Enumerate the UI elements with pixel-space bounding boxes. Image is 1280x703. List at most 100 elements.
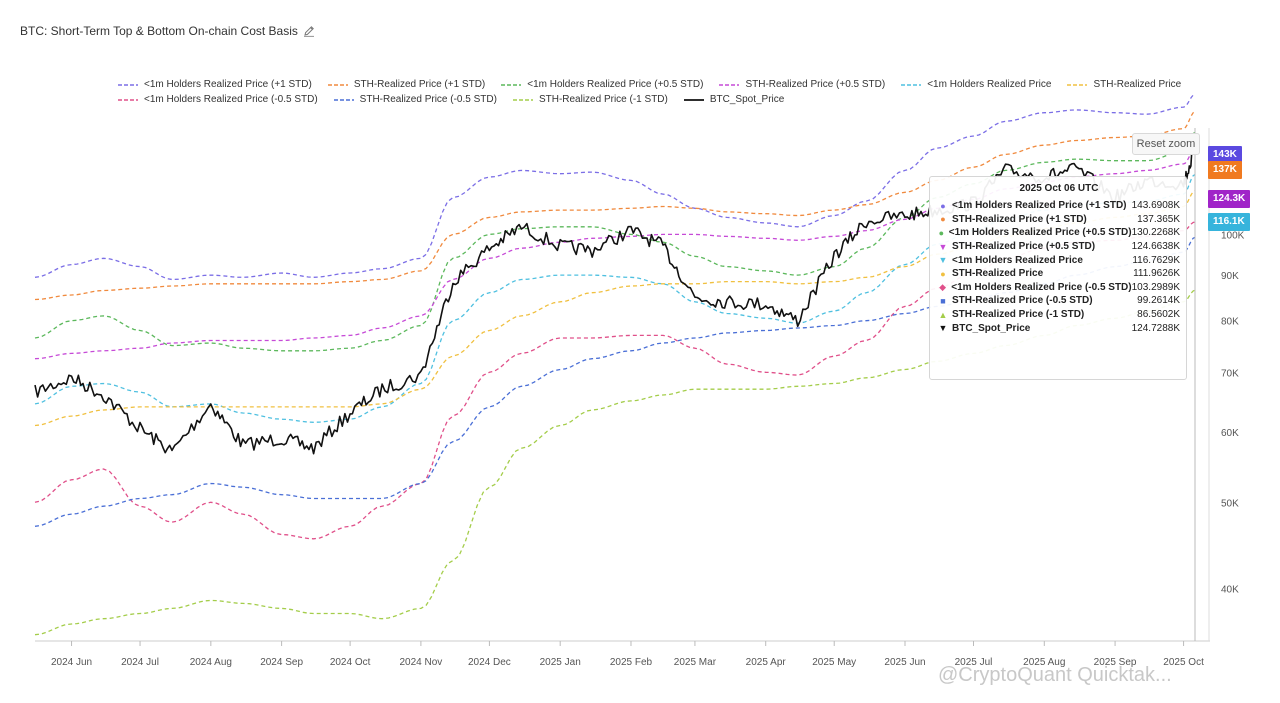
legend-swatch [118, 83, 138, 86]
y-tick-label: 80K [1221, 317, 1239, 328]
legend-swatch [683, 98, 704, 101]
legend-swatch [901, 83, 922, 86]
legend-row-1: <1m Holders Realized Price (+1 STD) STH-R… [118, 77, 1198, 92]
legend-swatch [118, 98, 138, 101]
tooltip-series-name: STH-Realized Price (-0.5 STD) [952, 295, 1093, 307]
x-tick-label: 2025 Jun [884, 657, 925, 668]
x-tick-label: 2024 Nov [399, 657, 442, 668]
y-tick-label: 60K [1221, 428, 1239, 439]
x-tick-label: 2025 Jul [955, 657, 993, 668]
legend-label: <1m Holders Realized Price (-0.5 STD) [144, 94, 318, 105]
tooltip-row: ● STH-Realized Price 111.9626K [938, 267, 1180, 281]
legend-item[interactable]: <1m Holders Realized Price (-0.5 STD) [118, 94, 318, 105]
tooltip-series-name: STH-Realized Price (+0.5 STD) [952, 241, 1096, 253]
series-line-1 [34, 111, 1196, 301]
x-tick-label: 2024 Oct [330, 657, 371, 668]
price-badge: 143K [1208, 146, 1242, 164]
legend-swatch [1067, 83, 1088, 86]
x-tick-label: 2024 Aug [190, 657, 232, 668]
tooltip-marker-icon: ● [938, 227, 945, 238]
watermark-text: @CryptoQuant Quicktak... [938, 664, 1172, 686]
legend-swatch [512, 98, 533, 101]
tooltip-row: ▲ STH-Realized Price (-1 STD) 86.5602K [938, 308, 1180, 322]
tooltip-date: 2025 Oct 06 UTC [1019, 183, 1099, 194]
tooltip-row: ● <1m Holders Realized Price (+0.5 STD) 13… [938, 226, 1180, 240]
tooltip-row: ◆ <1m Holders Realized Price (-0.5 STD) 10… [938, 281, 1180, 295]
legend-item[interactable]: BTC_Spot_Price [683, 94, 785, 105]
legend-label: BTC_Spot_Price [709, 94, 785, 105]
legend-item[interactable]: <1m Holders Realized Price (+1 STD) [118, 79, 312, 90]
tooltip-series-value: 103.2989K [1131, 281, 1180, 293]
edit-pencil-icon[interactable] [303, 25, 315, 37]
legend-row-2: <1m Holders Realized Price (-0.5 STD) STH… [118, 92, 1198, 107]
x-tick-label: 2024 Dec [468, 657, 511, 668]
tooltip-row: ● <1m Holders Realized Price (+1 STD) 143.… [938, 199, 1180, 213]
legend-item[interactable]: STH-Realized Price (+0.5 STD) [719, 79, 885, 90]
chart-legend: <1m Holders Realized Price (+1 STD) STH-R… [118, 77, 1198, 107]
y-tick-label: 70K [1221, 368, 1239, 379]
chart-tooltip: 2025 Oct 06 UTC ● <1m Holders Realized Pr… [929, 176, 1187, 380]
tooltip-series-value: 137.365K [1137, 213, 1180, 225]
reset-zoom-button[interactable]: Reset zoom [1132, 133, 1200, 155]
tooltip-rows: ● <1m Holders Realized Price (+1 STD) 143.… [938, 199, 1180, 335]
tooltip-marker-icon: ● [940, 214, 946, 225]
legend-swatch [719, 83, 740, 86]
tooltip-row: ▼ <1m Holders Realized Price 116.7629K [938, 253, 1180, 267]
price-badge: 137K [1208, 161, 1242, 179]
tooltip-row: ▼ STH-Realized Price (+0.5 STD) 124.6638K [938, 240, 1180, 254]
legend-item[interactable]: STH-Realized Price [1067, 79, 1181, 90]
tooltip-marker-icon: ▼ [938, 323, 948, 334]
x-tick-label: 2025 Mar [674, 657, 717, 668]
price-badge: 124.3K [1208, 190, 1251, 208]
legend-swatch [327, 83, 348, 86]
x-tick-label: 2025 Sep [1094, 657, 1137, 668]
legend-label: STH-Realized Price (-0.5 STD) [359, 94, 497, 105]
legend-item[interactable]: <1m Holders Realized Price [901, 79, 1051, 90]
tooltip-series-name: <1m Holders Realized Price [952, 254, 1083, 266]
x-tick-label: 2024 Jun [51, 657, 92, 668]
legend-item[interactable]: STH-Realized Price (+1 STD) [327, 79, 485, 90]
chart-title: BTC: Short-Term Top & Bottom On-chain Co… [20, 24, 298, 38]
x-tick-label: 2024 Sep [260, 657, 303, 668]
x-tick-label: 2025 Feb [610, 657, 653, 668]
tooltip-marker-icon: ▼ [938, 241, 948, 252]
legend-label: STH-Realized Price (-1 STD) [538, 94, 668, 105]
legend-swatch [333, 98, 354, 101]
price-badge: 116.1K [1208, 213, 1250, 231]
y-tick-label: 40K [1221, 585, 1239, 596]
x-tick-label: 2024 Jul [121, 657, 159, 668]
legend-item[interactable]: STH-Realized Price (-1 STD) [512, 94, 668, 105]
tooltip-marker-icon: ● [940, 268, 946, 279]
x-tick-label: 2025 May [812, 657, 856, 668]
tooltip-series-value: 124.7288K [1131, 322, 1180, 334]
tooltip-marker-icon: ◆ [939, 281, 947, 292]
legend-label: STH-Realized Price [1093, 79, 1182, 90]
tooltip-row: ■ STH-Realized Price (-0.5 STD) 99.2614K [938, 294, 1180, 308]
y-tick-label: 90K [1221, 271, 1239, 282]
tooltip-series-name: BTC_Spot_Price [952, 322, 1031, 334]
tooltip-series-name: STH-Realized Price (+1 STD) [952, 213, 1087, 225]
x-tick-label: 2025 Jan [540, 657, 581, 668]
legend-label: STH-Realized Price (+0.5 STD) [745, 79, 886, 90]
legend-item[interactable]: STH-Realized Price (-0.5 STD) [333, 94, 497, 105]
tooltip-series-value: 116.7629K [1132, 254, 1180, 266]
x-tick-label: 2025 Aug [1023, 657, 1065, 668]
legend-label: <1m Holders Realized Price (+0.5 STD) [527, 79, 704, 90]
tooltip-series-name: STH-Realized Price [952, 268, 1044, 280]
tooltip-marker-icon: ▲ [938, 309, 948, 320]
tooltip-row: ▼ BTC_Spot_Price 124.7288K [938, 321, 1180, 335]
tooltip-series-value: 143.6908K [1131, 200, 1180, 212]
x-tick-label: 2025 Oct [1163, 657, 1204, 668]
tooltip-series-value: 111.9626K [1133, 268, 1180, 280]
series-line-9 [34, 144, 1196, 455]
tooltip-series-value: 99.2614K [1137, 295, 1180, 307]
tooltip-marker-icon: ▼ [938, 255, 948, 266]
series-line-2 [34, 131, 1196, 352]
y-tick-label: 50K [1221, 498, 1239, 509]
series-line-8 [34, 289, 1196, 636]
tooltip-row: ● STH-Realized Price (+1 STD) 137.365K [938, 213, 1180, 227]
tooltip-marker-icon: ■ [940, 295, 946, 306]
tooltip-series-name: STH-Realized Price (-1 STD) [952, 309, 1085, 321]
legend-item[interactable]: <1m Holders Realized Price (+0.5 STD) [501, 79, 703, 90]
